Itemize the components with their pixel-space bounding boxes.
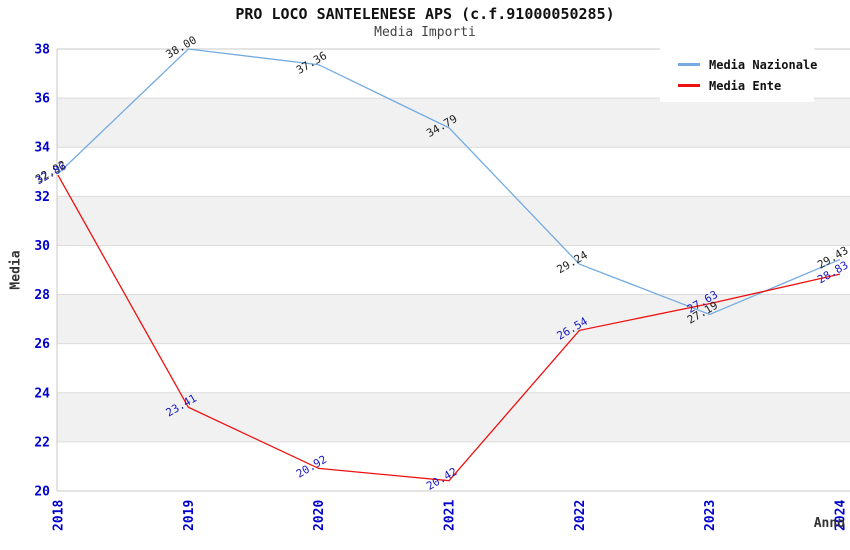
chart-subtitle: Media Importi [374, 25, 476, 40]
grid-band [57, 294, 850, 344]
point-label: 20.92 [294, 453, 329, 481]
grid-band [57, 98, 850, 148]
legend-label-media-ente: Media Ente [709, 78, 782, 93]
legend-swatch-media-ente [678, 84, 700, 87]
y-tick-label: 30 [34, 239, 50, 254]
series-line-media-nazionale [57, 48, 841, 316]
point-label: 37.36 [294, 49, 329, 77]
x-tick-label: 2019 [182, 500, 197, 531]
legend-item-media-nazionale: Media Nazionale [678, 57, 818, 72]
x-tick-label: 2022 [573, 500, 588, 531]
legend: Media Nazionale Media Ente [660, 48, 818, 102]
y-tick-label: 20 [34, 485, 50, 500]
series-line-media-ente [57, 174, 841, 482]
point-label: 20.42 [424, 465, 459, 493]
x-tick-label: 2023 [703, 500, 718, 531]
legend-item-media-ente: Media Ente [678, 79, 814, 93]
y-tick-label: 32 [34, 190, 50, 205]
chart-title: PRO LOCO SANTELENESE APS (c.f.9100005028… [235, 5, 615, 23]
point-label: 29.24 [555, 248, 591, 276]
x-tick-label: 2021 [443, 500, 458, 531]
x-tick-label: 2018 [52, 500, 67, 531]
legend-label-media-nazionale: Media Nazionale [709, 57, 818, 72]
x-axis-title: Anno [813, 516, 845, 531]
y-tick-label: 36 [34, 92, 50, 107]
y-tick-label: 22 [34, 435, 50, 450]
grid-band [57, 392, 850, 442]
y-tick-label: 34 [34, 141, 50, 156]
y-axis-title: Media [8, 250, 24, 290]
x-tick-label: 2020 [312, 500, 327, 531]
legend-swatch-media-nazionale [678, 63, 700, 66]
x-tick-label: 2024 [834, 500, 849, 531]
y-tick-label: 24 [34, 386, 50, 401]
y-tick-label: 28 [34, 288, 50, 303]
grid-band [57, 196, 850, 246]
y-tick-label: 38 [34, 43, 50, 58]
y-tick-label: 26 [34, 337, 50, 352]
